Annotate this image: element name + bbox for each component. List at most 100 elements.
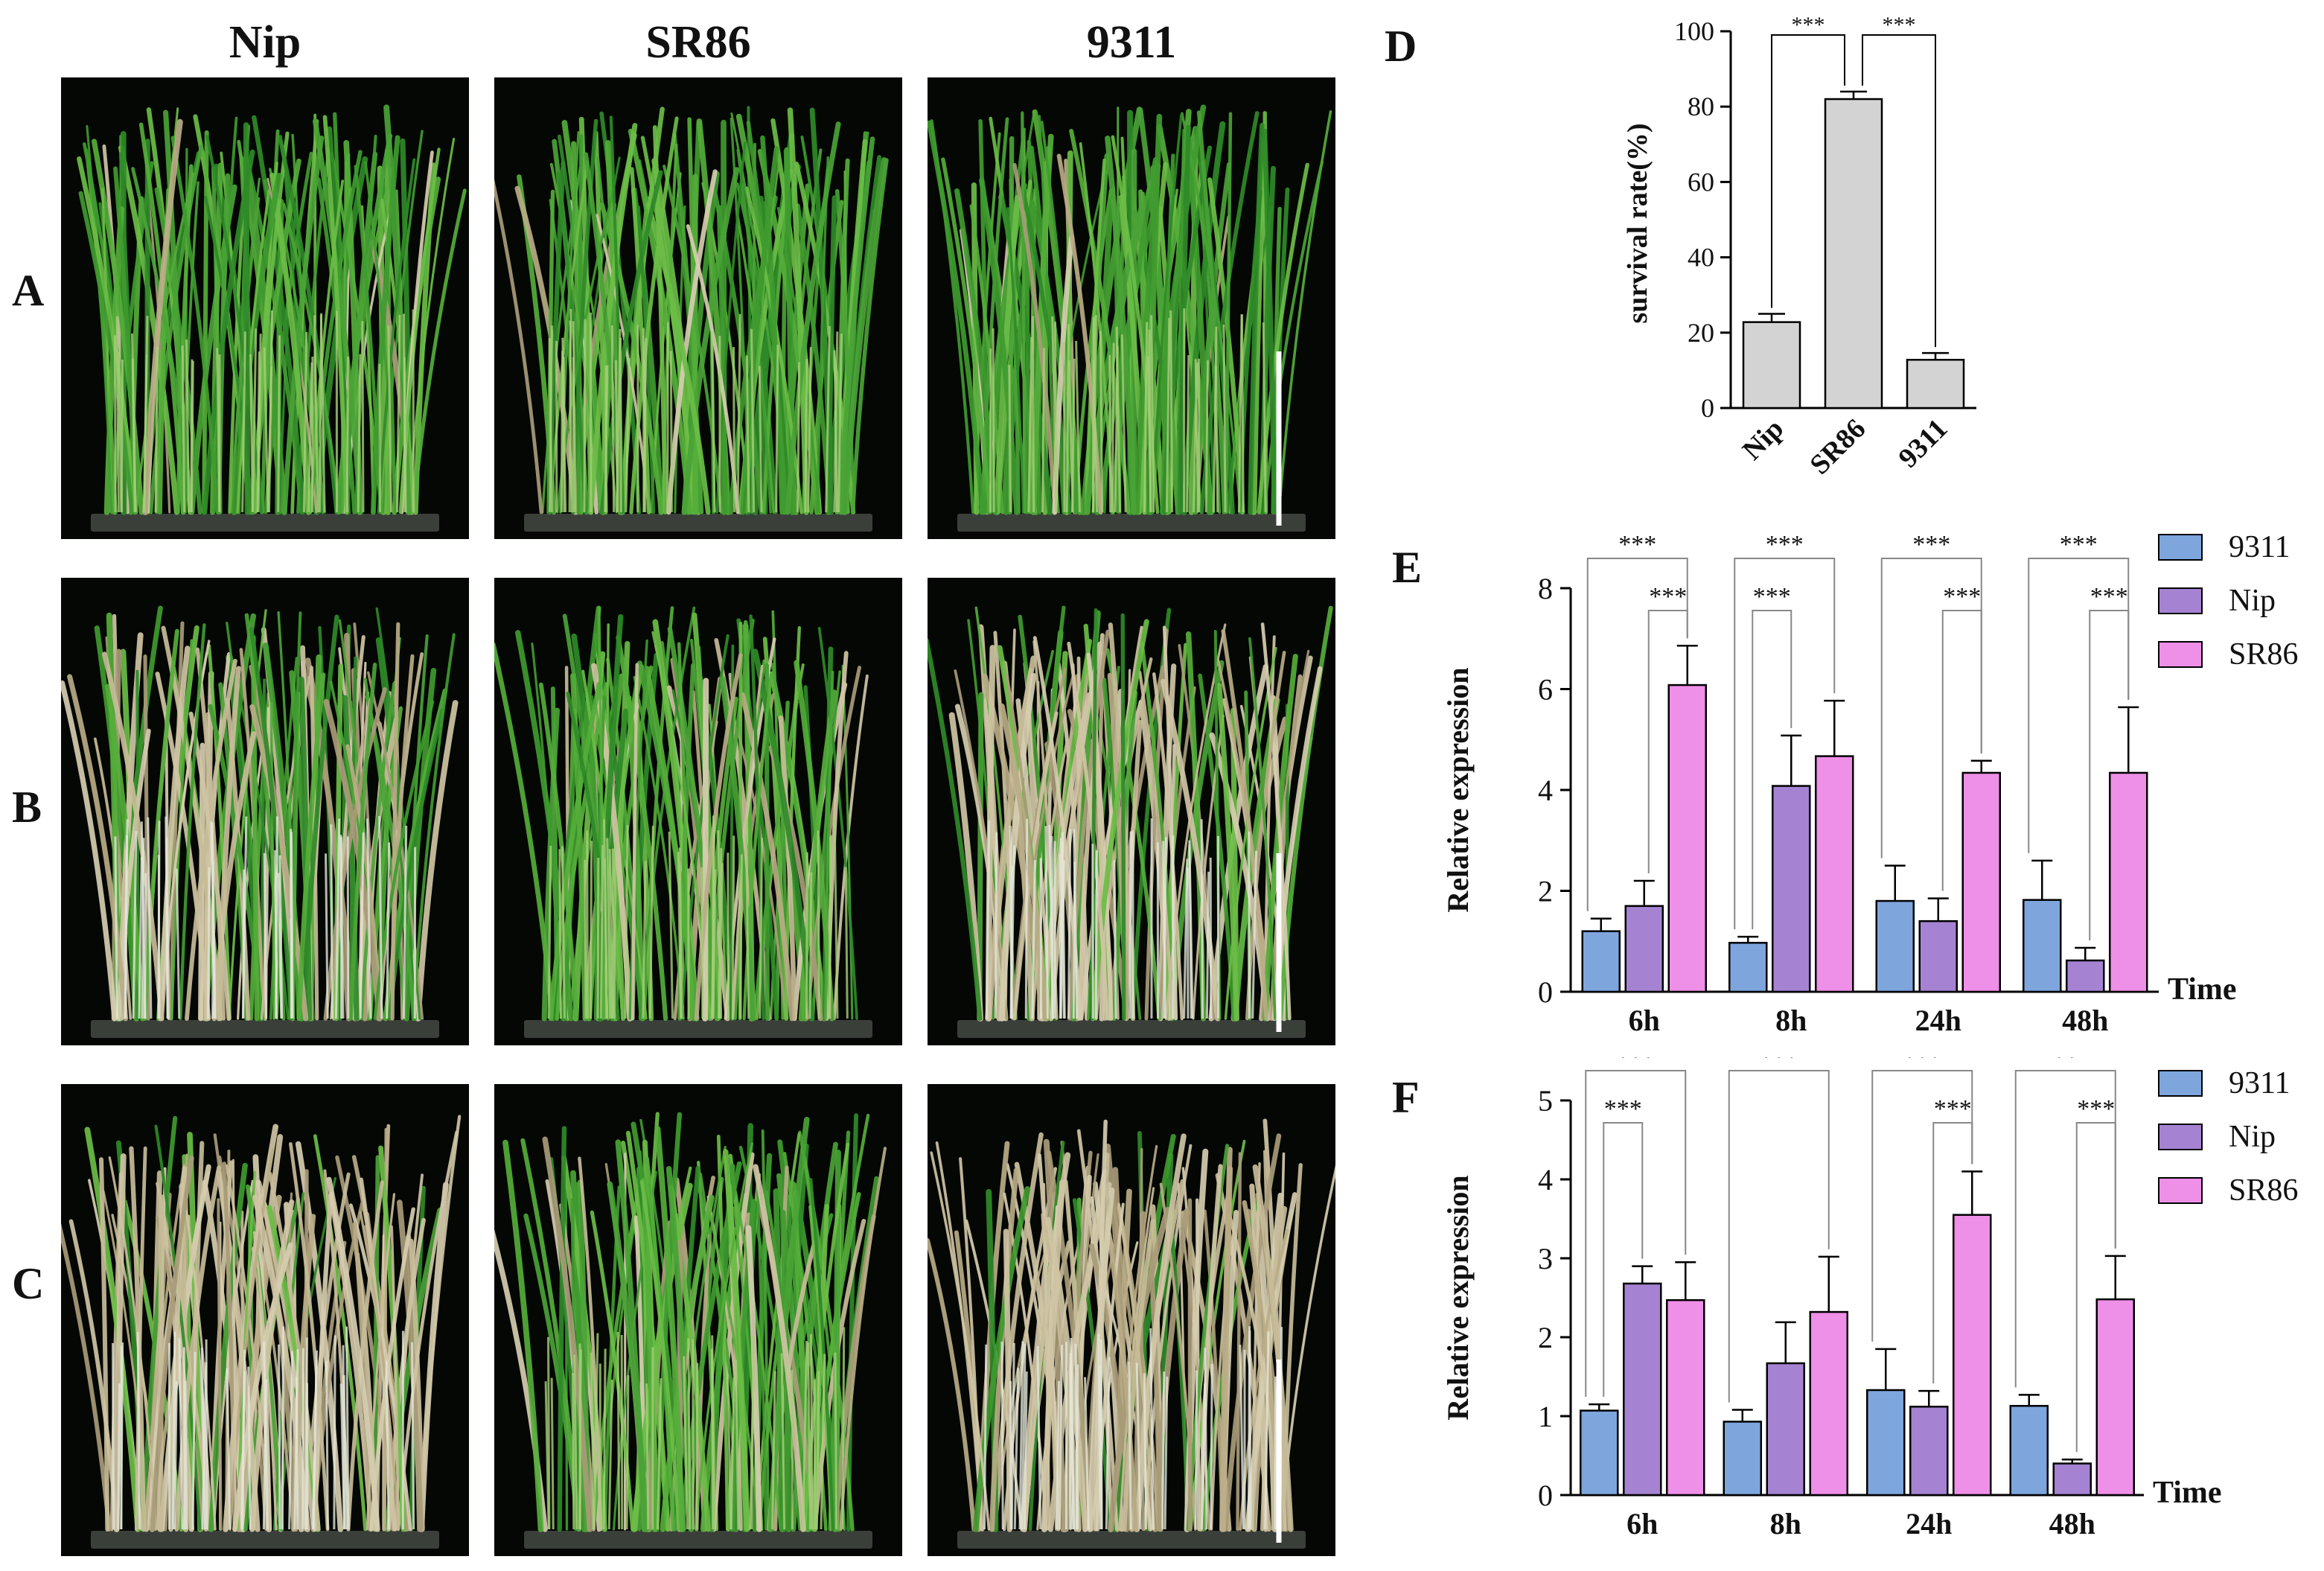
x-tick-label-24h: 24h — [1915, 1004, 1961, 1037]
x-tick-label-8h: 8h — [1770, 1507, 1801, 1540]
x-tick-label-24h: 24h — [1906, 1507, 1952, 1540]
bar-9311 — [1906, 358, 1965, 410]
significance-label: *** — [1649, 583, 1687, 611]
bar-9311-24h — [1875, 899, 1915, 993]
seedling-tray — [957, 514, 1306, 532]
bar-9311-24h — [1866, 1389, 1906, 1497]
significance-label: *** — [1760, 1057, 1798, 1071]
photo-c-nip — [61, 1084, 469, 1556]
significance-bracket — [1728, 1070, 1830, 1403]
significance-label: *** — [1903, 1057, 1941, 1071]
column-header-9311: 9311 — [1086, 17, 1177, 68]
x-tick-label-6h: 6h — [1627, 1507, 1658, 1540]
seedling-tray — [524, 1020, 872, 1038]
photo-a-nip — [61, 77, 469, 539]
legend-swatch-9311 — [2158, 1070, 2203, 1097]
legend-label-9311: 9311 — [2229, 530, 2290, 564]
seedling-tray — [91, 1020, 439, 1038]
photo-c-9311 — [928, 1084, 1335, 1556]
bar-9311-6h — [1580, 1409, 1619, 1497]
legend-swatch-sr86 — [2158, 641, 2203, 668]
x-tick-label-sr86: SR86 — [1804, 413, 1871, 481]
legend-swatch-nip — [2158, 587, 2203, 614]
seedling-tray — [957, 1020, 1306, 1038]
y-axis-label: Relative expression — [1441, 667, 1475, 912]
bar-nip — [1742, 321, 1801, 410]
y-tick-label: 8 — [1538, 572, 1553, 605]
y-tick-label: 4 — [1538, 1163, 1553, 1196]
seedling-tray — [524, 514, 872, 532]
significance-label: *** — [2090, 583, 2128, 611]
y-tick-label: 100 — [1674, 16, 1714, 46]
y-tick-label: 0 — [1538, 1479, 1553, 1512]
panel-label-d: D — [1385, 22, 1417, 71]
bar-sr86-8h — [1809, 1310, 1848, 1497]
bar-nip-6h — [1624, 905, 1664, 993]
bar-sr86-24h — [1961, 771, 2001, 993]
significance-label: *** — [1753, 583, 1791, 611]
bar-9311-48h — [2023, 899, 2062, 993]
bar-sr86-8h — [1815, 755, 1854, 993]
significance-bracket — [1871, 1070, 1973, 1342]
y-tick-label: 20 — [1688, 318, 1714, 348]
x-tick-label-48h: 48h — [2049, 1507, 2095, 1540]
y-axis-label: survival rate(%) — [1622, 123, 1653, 323]
seedling-tray — [524, 1531, 872, 1549]
panel-label-e: E — [1392, 543, 1423, 592]
significance-label: *** — [2077, 1095, 2115, 1123]
bar-sr86-24h — [1953, 1214, 1992, 1497]
seedling-tray — [957, 1531, 1306, 1549]
significance-label: *** — [1617, 1057, 1655, 1071]
bar-sr86-48h — [2109, 771, 2148, 993]
bar-sr86-6h — [1667, 683, 1707, 993]
y-tick-label: 40 — [1688, 243, 1714, 273]
x-tick-label-8h: 8h — [1775, 1004, 1807, 1037]
chart-d-survival-rate: 0 20 40 60 80 100 survival rate(%) Nip SR86 9311 *… — [1622, 13, 1976, 481]
y-axis-label: Relative expression — [1441, 1175, 1475, 1420]
significance-label: ** — [2053, 1057, 2078, 1071]
significance-label: *** — [1604, 1095, 1642, 1123]
legend-label-nip: Nip — [2229, 1120, 2276, 1154]
significance-label: *** — [1943, 583, 1981, 611]
bar-nip-48h — [2066, 959, 2105, 993]
row-label-c: C — [12, 1259, 45, 1308]
bar-9311-8h — [1723, 1421, 1762, 1497]
x-tick-label-6h: 6h — [1629, 1004, 1660, 1037]
row-label-a: A — [12, 266, 45, 315]
bar-nip-48h — [2052, 1462, 2092, 1497]
y-tick-label: 2 — [1538, 1321, 1553, 1354]
legend-label-nip: Nip — [2229, 584, 2276, 618]
y-tick-label: 4 — [1538, 774, 1553, 807]
significance-bracket — [1647, 610, 1688, 873]
y-tick-label: 6 — [1538, 673, 1553, 707]
y-tick-label: 0 — [1538, 975, 1553, 1009]
legend-label-sr86: SR86 — [2229, 1173, 2298, 1208]
bar-9311-48h — [2009, 1404, 2049, 1497]
significance-bracket — [2075, 1122, 2116, 1453]
photo-b-9311 — [928, 578, 1335, 1045]
x-tick-label-48h: 48h — [2062, 1004, 2108, 1037]
y-tick-label: 60 — [1688, 167, 1714, 197]
bar-nip-6h — [1623, 1282, 1662, 1497]
significance-label: *** — [1934, 1095, 1972, 1123]
y-tick-label: 1 — [1538, 1400, 1553, 1433]
significance-label: *** — [1618, 531, 1656, 558]
significance-label: *** — [1766, 531, 1804, 558]
row-label-b: B — [12, 783, 42, 832]
y-tick-label: 5 — [1538, 1084, 1553, 1118]
photo-c-sr86 — [494, 1084, 902, 1556]
significance-bracket — [1862, 34, 1936, 348]
significance-bracket — [1603, 1122, 1644, 1398]
significance-bracket — [1586, 558, 1688, 911]
significance-bracket — [1585, 1070, 1687, 1398]
legend-swatch-nip — [2158, 1124, 2203, 1150]
significance-bracket — [1752, 610, 1793, 930]
column-header-sr86: SR86 — [645, 17, 751, 68]
panel-label-f: F — [1392, 1073, 1420, 1122]
y-tick-label: 3 — [1538, 1242, 1553, 1275]
bar-sr86-48h — [2095, 1298, 2135, 1497]
x-axis-label: Time — [2168, 972, 2237, 1007]
significance-label: *** — [1792, 13, 1825, 37]
column-header-nip: Nip — [229, 17, 301, 68]
significance-label: *** — [1883, 13, 1916, 37]
